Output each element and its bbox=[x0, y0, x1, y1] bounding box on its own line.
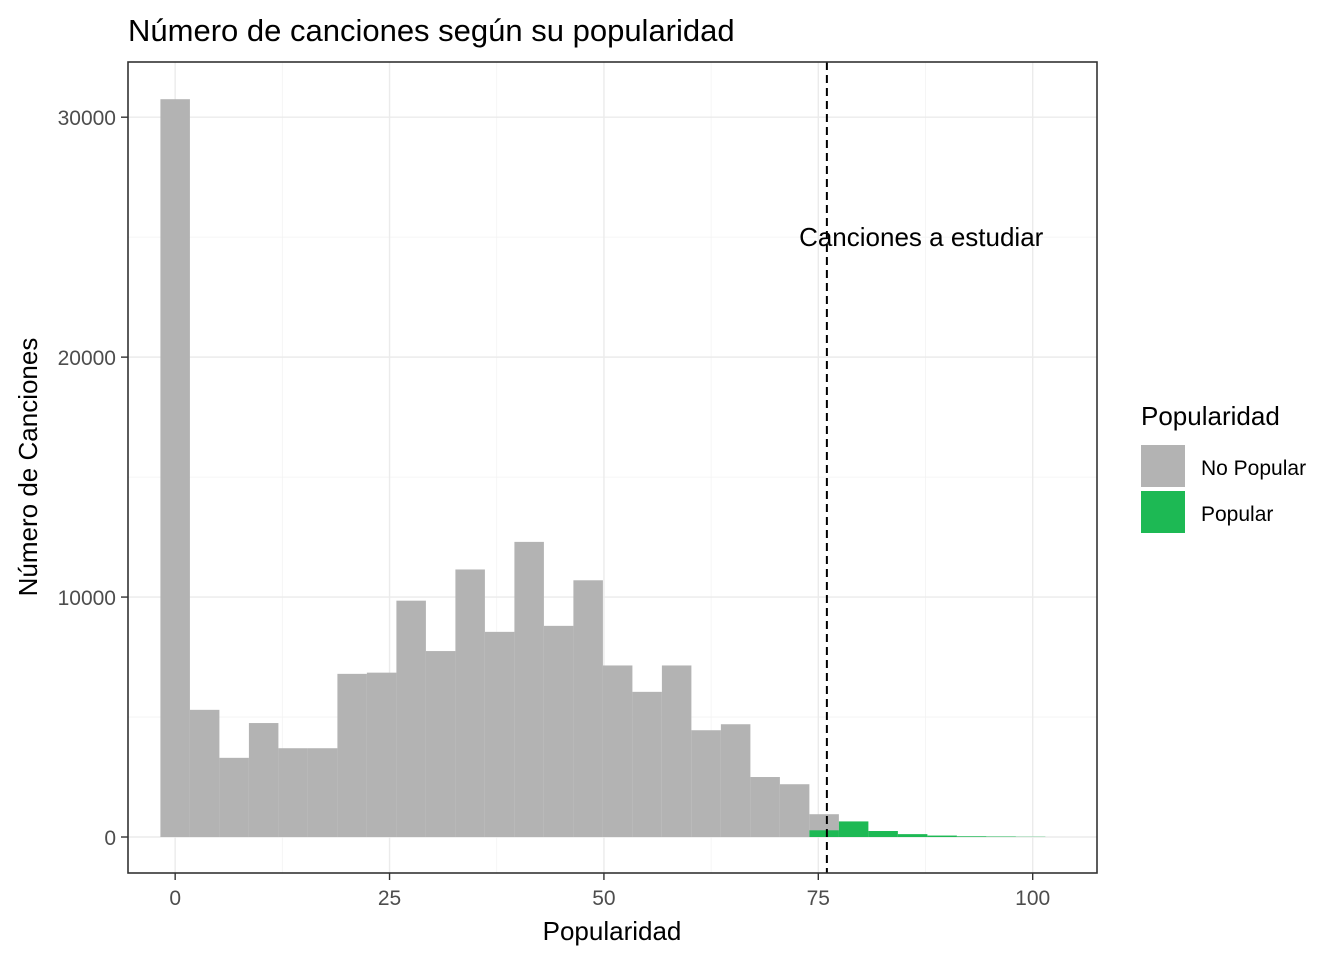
histogram-bar bbox=[278, 748, 308, 838]
histogram-bar bbox=[455, 569, 485, 838]
x-axis-title: Popularidad bbox=[543, 916, 682, 946]
histogram-bar bbox=[543, 625, 574, 838]
histogram-bar bbox=[779, 784, 810, 838]
histogram-bar bbox=[573, 580, 603, 838]
y-tick-label: 30000 bbox=[58, 107, 116, 130]
annotation-label: Canciones a estudiar bbox=[799, 222, 1044, 252]
histogram-bar bbox=[425, 651, 456, 838]
y-tick-label: 0 bbox=[104, 827, 116, 850]
histogram-bar bbox=[632, 691, 662, 838]
legend-title: Popularidad bbox=[1141, 401, 1280, 431]
histogram-bar bbox=[366, 672, 397, 838]
histogram-bar bbox=[189, 709, 220, 838]
histogram-bar bbox=[160, 99, 190, 838]
legend-label-popular: Popular bbox=[1201, 503, 1273, 526]
annotations: Canciones a estudiar bbox=[799, 62, 1044, 873]
x-tick-label: 75 bbox=[807, 887, 830, 910]
y-axis: 0 10000 20000 30000 bbox=[58, 107, 128, 850]
plot-panel-border bbox=[127, 61, 1098, 874]
x-tick-label: 25 bbox=[378, 887, 401, 910]
chart-title: Número de canciones según su popularidad bbox=[128, 13, 735, 48]
histogram-bar bbox=[661, 665, 692, 838]
legend: Popularidad No Popular Popular bbox=[1141, 401, 1306, 533]
histogram-bar bbox=[219, 757, 249, 838]
histogram-bar bbox=[868, 831, 898, 838]
legend-item-popular: Popular bbox=[1141, 491, 1273, 533]
legend-swatch-popular bbox=[1141, 491, 1185, 533]
histogram-bar bbox=[809, 830, 839, 838]
legend-item-no-popular: No Popular bbox=[1141, 445, 1306, 487]
y-tick-label: 10000 bbox=[58, 587, 116, 610]
y-tick-label: 20000 bbox=[58, 347, 116, 370]
histogram-bar bbox=[927, 835, 957, 838]
histogram-bar bbox=[337, 673, 367, 838]
histogram-bar bbox=[514, 541, 544, 838]
histogram-bar bbox=[484, 631, 515, 838]
x-tick-label: 50 bbox=[592, 887, 615, 910]
histogram-bar bbox=[396, 600, 426, 838]
x-tick-label: 100 bbox=[1015, 887, 1050, 910]
histogram-bar bbox=[750, 777, 780, 838]
y-axis-title: Número de Canciones bbox=[13, 338, 43, 597]
legend-label-no-popular: No Popular bbox=[1201, 457, 1306, 480]
x-axis: 0 25 50 75 100 bbox=[169, 873, 1050, 910]
legend-swatch-no-popular bbox=[1141, 445, 1185, 487]
histogram-bar bbox=[691, 730, 721, 838]
histogram-bar bbox=[838, 821, 869, 838]
histogram-bar bbox=[602, 665, 633, 838]
x-tick-label: 0 bbox=[169, 887, 181, 910]
histogram-bar bbox=[248, 723, 279, 838]
histogram-bars bbox=[160, 99, 1046, 838]
histogram-bar bbox=[956, 836, 987, 838]
histogram-bar bbox=[307, 748, 338, 838]
histogram-bar bbox=[720, 724, 751, 838]
histogram-bar bbox=[897, 834, 928, 838]
